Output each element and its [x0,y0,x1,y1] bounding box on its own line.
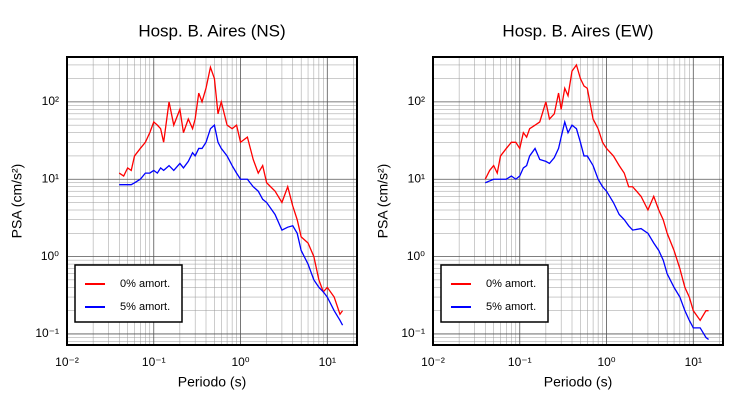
y-tick-label: 10⁰ [407,249,425,263]
legend-box [440,264,549,323]
x-tick-label: 10¹ [319,355,336,369]
y-axis-label: PSA (cm/s²) [375,164,391,239]
x-tick-label: 10⁰ [597,355,615,369]
panel: 10⁻² 10⁻¹ 10⁰ 10¹ 10⁻¹ 10⁰ 10¹ 10² Hosp. B. Aire… [9,21,358,390]
panel: 10⁻² 10⁻¹ 10⁰ 10¹ 10⁻¹ 10⁰ 10¹ 10² Hosp. B. Aire… [375,21,724,390]
y-tick-label: 10⁰ [41,249,59,263]
series-line [118,64,344,316]
x-tick-label: 10¹ [685,355,702,369]
legend-label: 5% amort. [120,301,170,313]
x-axis-label: Periodo (s) [178,374,246,390]
x-tick-label: 10⁻¹ [142,355,166,369]
y-tick-label: 10¹ [408,171,425,185]
legend-label: 5% amort. [486,301,536,313]
x-tick-label: 10⁻² [421,355,445,369]
y-tick-label: 10⁻¹ [35,326,59,340]
legend-box [74,264,183,323]
series-line [484,119,709,340]
x-tick-label: 10⁰ [231,355,249,369]
x-tick-label: 10⁻¹ [508,355,532,369]
series-line [119,123,344,326]
y-tick-label: 10² [42,94,59,108]
y-tick-label: 10² [408,94,425,108]
legend-label: 0% amort. [486,278,536,290]
y-tick-label: 10¹ [42,171,59,185]
legend-label: 0% amort. [120,278,170,290]
series-line [484,63,709,322]
x-tick-label: 10⁻² [55,355,79,369]
x-axis-label: Periodo (s) [544,374,612,390]
y-axis-label: PSA (cm/s²) [9,164,25,239]
plot-frame [66,56,358,346]
y-tick-label: 10⁻¹ [401,326,425,340]
chart-title: Hosp. B. Aires (NS) [138,21,285,40]
chart-title: Hosp. B. Aires (EW) [502,21,653,40]
plot-frame [432,56,724,346]
